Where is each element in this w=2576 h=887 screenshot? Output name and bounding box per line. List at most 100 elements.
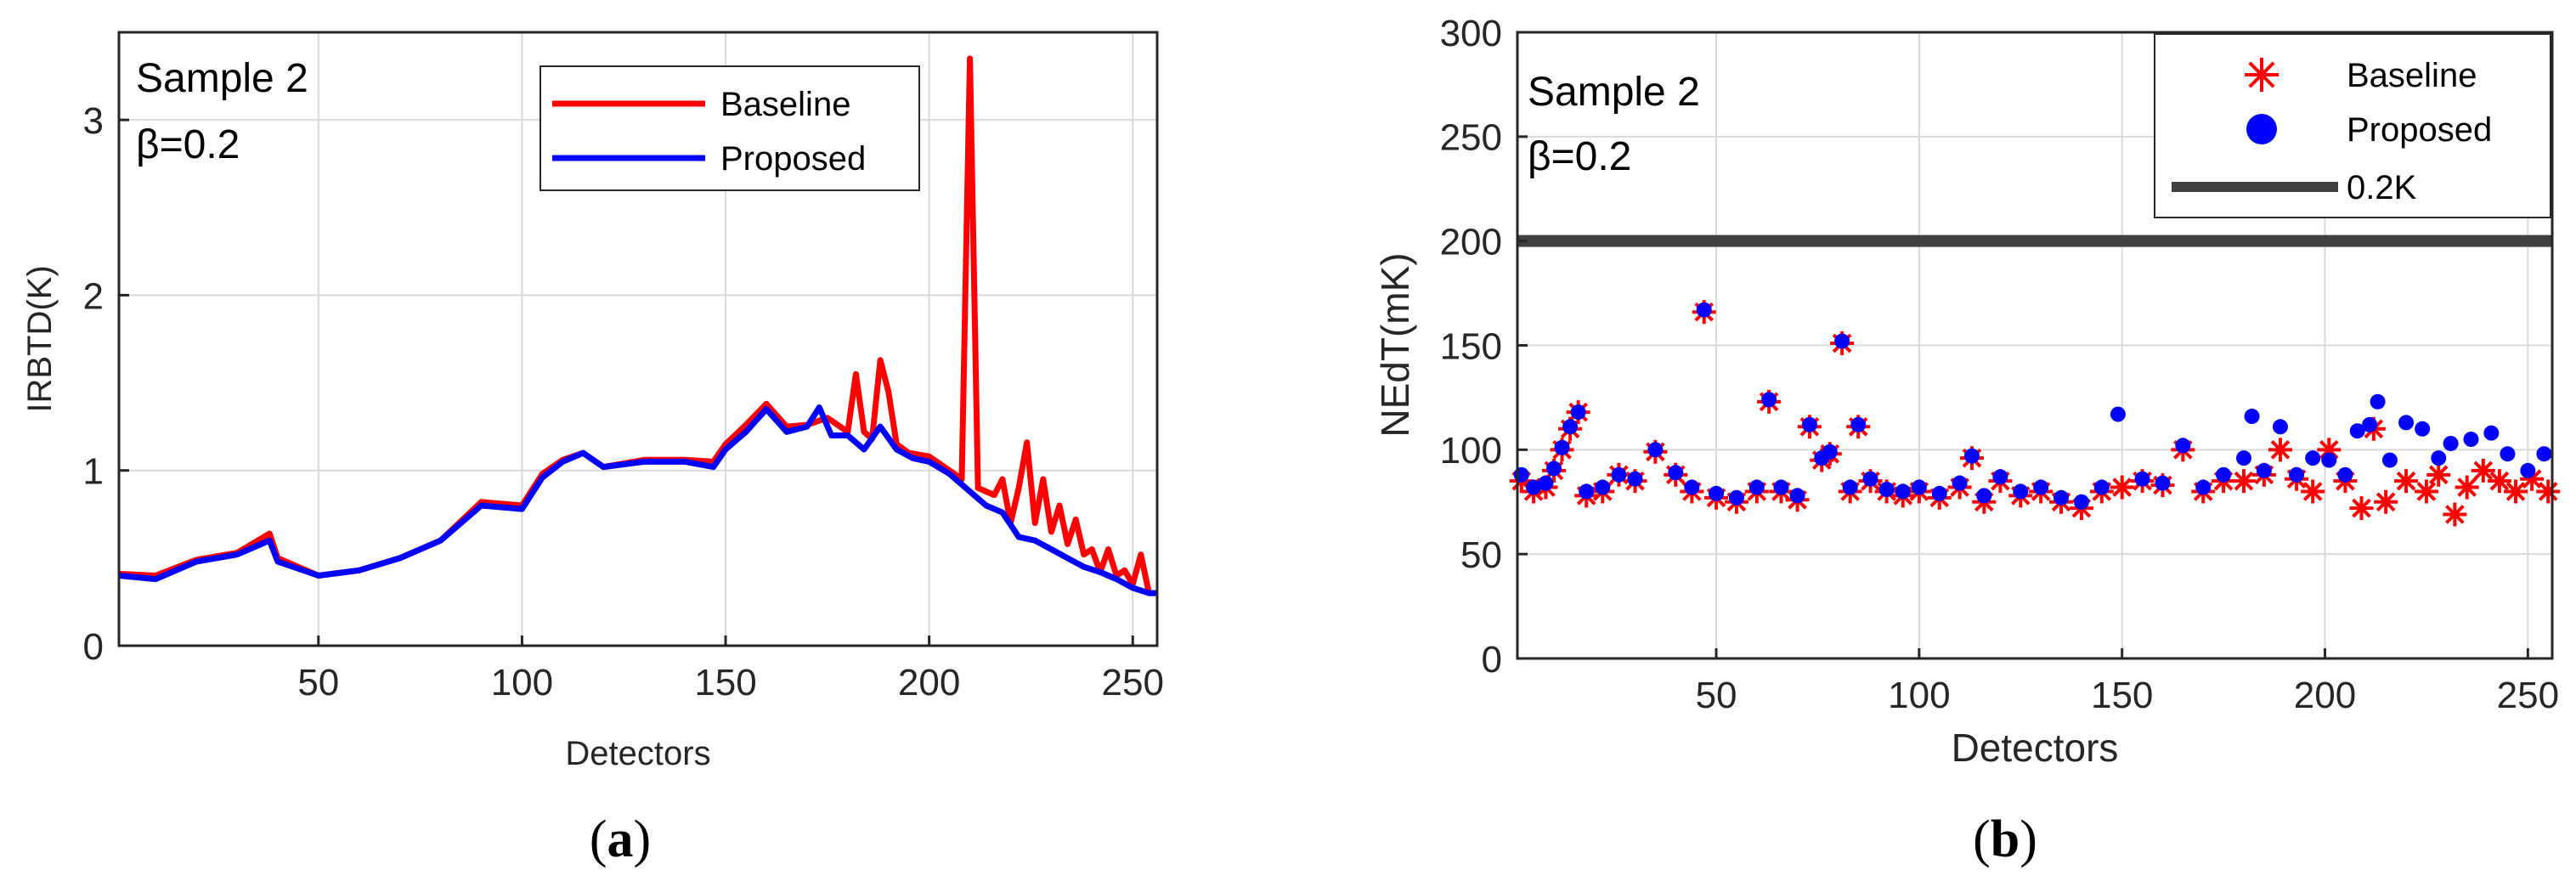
panel-b-y-tick-label: 0 <box>1482 639 1502 681</box>
panel-b-proposed-point <box>2272 419 2288 435</box>
panel-b-proposed-point <box>2216 466 2232 483</box>
panel-b-proposed-point <box>1513 466 1529 483</box>
panel-a-line-chart: 50 100 150 200 250 0 1 2 3 Detectors IRBTD(K) S… <box>21 31 1164 868</box>
panel-a-legend-proposed-label: Proposed <box>720 140 866 178</box>
panel-a-caption: (a) <box>590 811 651 868</box>
panel-b-baseline-point <box>2471 458 2495 483</box>
panel-a-x-tick-label: 50 <box>297 662 339 703</box>
panel-b-baseline-point <box>2374 489 2398 514</box>
panel-b-proposed-point <box>1709 485 1725 501</box>
panel-b-proposed-point <box>1976 488 1992 504</box>
panel-b-caption-close: ) <box>2020 811 2037 868</box>
panel-a-y-tick-label: 0 <box>83 626 104 668</box>
panel-b-proposed-point <box>2110 406 2126 422</box>
panel-b-y-tick-label: 150 <box>1440 325 1502 367</box>
panel-b-legend-proposed-marker <box>2246 114 2277 144</box>
panel-b-proposed-point <box>2500 446 2516 462</box>
panel-b-proposed-point <box>2195 479 2212 495</box>
panel-b-baseline-point <box>2110 475 2134 500</box>
panel-b-baseline-point <box>2536 479 2561 504</box>
panel-b-legend-baseline-star <box>2245 58 2279 92</box>
panel-a-y-axis: 0 1 2 3 <box>83 100 129 668</box>
panel-b-baseline-point <box>2301 479 2325 504</box>
panel-b-baseline-points <box>1509 300 2561 527</box>
panel-a-x-tick-label: 250 <box>1102 662 1164 703</box>
panel-b-proposed-point <box>2289 466 2305 483</box>
panel-a-x-axis-label: Detectors <box>565 735 710 772</box>
panel-b-baseline-point <box>2231 469 2256 494</box>
panel-b-proposed-point <box>1728 489 1744 506</box>
panel-b-x-tick-label: 50 <box>1696 675 1737 716</box>
panel-a-legend-box <box>539 65 920 191</box>
panel-b-legend-baseline-label: Baseline <box>2347 57 2477 94</box>
panel-b-proposed-point <box>1545 460 1562 477</box>
panel-b-proposed-point <box>2175 438 2191 454</box>
panel-b-baseline-point <box>2394 469 2419 494</box>
panel-b-proposed-point <box>1963 448 1980 464</box>
panel-b-y-tick-label: 100 <box>1440 430 1502 472</box>
panel-b-proposed-point <box>2337 466 2353 483</box>
panel-b-y-tick-label: 200 <box>1440 222 1502 263</box>
panel-b-proposed-point <box>1789 488 1805 504</box>
panel-b-legend-threshold-label: 0.2K <box>2347 169 2417 206</box>
panel-b-baseline-point <box>2268 438 2292 462</box>
panel-a-y-tick-label: 2 <box>83 275 104 317</box>
panel-b-proposed-point <box>1538 475 1554 491</box>
panel-a-series-layer <box>119 55 1157 596</box>
panel-b-proposed-point <box>1834 333 1850 349</box>
panel-a-caption-letter: a <box>607 811 634 868</box>
panel-b-proposed-point <box>1822 444 1838 460</box>
panel-b-proposed-point <box>1647 442 1664 458</box>
panel-b-proposed-point <box>2256 462 2272 478</box>
panel-b-proposed-point <box>1684 479 1700 495</box>
panel-b-proposed-point <box>1801 416 1817 432</box>
panel-a-legend: Baseline Proposed <box>539 65 920 191</box>
panel-b-baseline-point <box>2504 479 2528 504</box>
panel-b-baseline-point <box>2349 496 2374 521</box>
panel-b-proposed-point <box>2235 450 2251 466</box>
panel-a-proposed-line <box>119 404 1157 596</box>
panel-a-caption-open: ( <box>590 811 607 868</box>
panel-b-proposed-point <box>2536 446 2552 462</box>
panel-b-baseline-point <box>2487 469 2511 494</box>
panel-a-y-tick-label: 1 <box>83 451 104 493</box>
panel-b-baseline-point <box>2455 475 2479 500</box>
panel-b-x-axis-label: Detectors <box>1952 726 2119 770</box>
panel-b-proposed-point <box>2443 435 2459 451</box>
panel-b-caption: (b) <box>1973 811 2037 868</box>
panel-b-x-tick-label: 100 <box>1888 675 1950 716</box>
panel-b-proposed-point <box>2349 423 2365 439</box>
panel-b-caption-open: ( <box>1973 811 1991 868</box>
panel-b-y-tick-label: 300 <box>1440 13 1502 54</box>
panel-b-proposed-point <box>1611 466 1627 483</box>
panel-b-legend: Baseline Proposed 0.2K <box>2154 33 2551 218</box>
panel-b-proposed-point <box>1773 479 1789 495</box>
panel-b-proposed-point <box>2370 393 2386 410</box>
panel-b-proposed-point <box>1696 302 1712 318</box>
panel-b-caption-letter: b <box>1991 811 2020 868</box>
panel-b-proposed-point <box>2398 415 2415 431</box>
panel-b-x-tick-label: 200 <box>2294 675 2356 716</box>
panel-b-proposed-point <box>1562 419 1579 435</box>
panel-a-annotation-beta: β=0.2 <box>136 122 240 167</box>
panel-b-proposed-point <box>1526 479 1542 495</box>
panel-b-proposed-point <box>1895 483 1911 500</box>
panel-a-y-axis-label: IRBTD(K) <box>21 265 59 412</box>
panel-b-proposed-point <box>1627 471 1643 487</box>
panel-a-annotation-sample: Sample 2 <box>136 56 308 101</box>
panel-a-x-tick-label: 150 <box>694 662 756 703</box>
panel-a-caption-close: ) <box>634 811 652 868</box>
panel-b-baseline-point <box>2426 462 2451 487</box>
panel-b-legend-box <box>2154 33 2551 218</box>
panel-b-y-axis: 0 50 100 150 200 250 300 <box>1440 13 1528 681</box>
panel-b-proposed-point <box>1668 465 1684 481</box>
panel-a-x-tick-label: 100 <box>491 662 553 703</box>
panel-b-proposed-points <box>1513 302 2552 510</box>
panel-b-x-axis: 50 100 150 200 250 <box>1696 648 2559 716</box>
panel-b-proposed-point <box>1595 479 1611 495</box>
panel-b-proposed-point <box>2033 479 2049 495</box>
panel-a-y-tick-label: 3 <box>83 100 104 142</box>
panel-b-proposed-point <box>2244 409 2260 425</box>
panel-b-proposed-point <box>2520 462 2536 478</box>
panel-b-legend-proposed-label: Proposed <box>2347 111 2492 149</box>
